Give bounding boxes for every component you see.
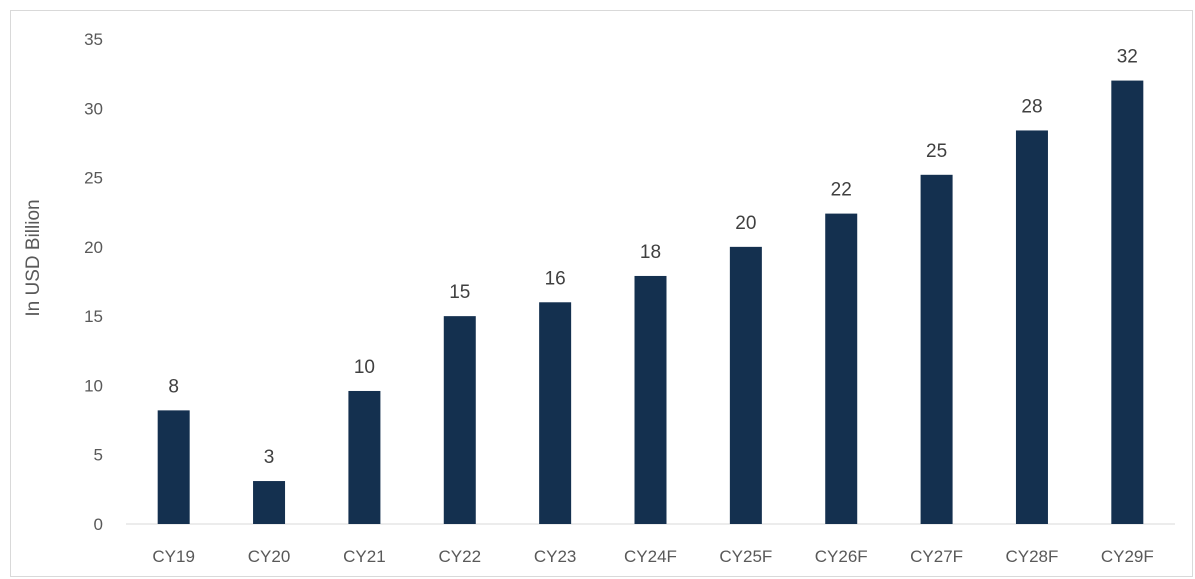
bar — [348, 390, 381, 524]
y-axis-ticks: 0 5 10 15 20 25 30 35 — [84, 30, 103, 534]
bar — [539, 302, 572, 524]
y-tick-label: 30 — [84, 99, 103, 118]
bar-data-label: 16 — [545, 268, 566, 289]
y-axis-title: In USD Billion — [23, 199, 44, 316]
bar — [157, 410, 190, 524]
y-tick-label: 35 — [84, 30, 103, 49]
x-tick-label: CY24F — [624, 547, 677, 566]
bar — [253, 481, 286, 524]
bar — [634, 275, 667, 524]
x-tick-label: CY19 — [152, 547, 195, 566]
x-tick-label: CY21 — [343, 547, 386, 566]
bar-data-label: 25 — [926, 141, 947, 162]
bar — [920, 174, 953, 525]
data-labels: 8 3 10 15 16 18 20 22 25 28 32 — [168, 47, 1137, 468]
x-tick-label: CY25F — [719, 547, 772, 566]
bar — [1111, 80, 1144, 525]
bar-data-label: 3 — [264, 447, 275, 468]
bar-data-label: 32 — [1117, 47, 1138, 68]
bar-data-label: 10 — [354, 357, 375, 378]
bar — [443, 316, 476, 524]
bar-data-label: 18 — [640, 242, 661, 263]
x-tick-label: CY22 — [439, 547, 482, 566]
bar-data-label: 15 — [449, 282, 470, 303]
x-tick-label: CY27F — [910, 547, 963, 566]
chart-frame — [10, 10, 1193, 577]
bar-data-label: 22 — [831, 180, 852, 201]
bar-data-label: 8 — [168, 376, 179, 397]
x-tick-label: CY29F — [1101, 547, 1154, 566]
x-tick-label: CY26F — [815, 547, 868, 566]
y-tick-label: 15 — [84, 307, 103, 326]
x-axis-ticks: CY19 CY20 CY21 CY22 CY23 CY24F CY25F CY26F CY27F… — [152, 547, 1153, 566]
x-tick-label: CY28F — [1005, 547, 1058, 566]
y-tick-label: 0 — [94, 515, 103, 534]
y-tick-label: 25 — [84, 169, 103, 188]
y-tick-label: 5 — [94, 446, 103, 465]
bar — [825, 213, 858, 524]
x-tick-label: CY20 — [248, 547, 291, 566]
bar — [729, 246, 762, 524]
bar-data-label: 20 — [735, 213, 756, 234]
bar — [1015, 130, 1048, 524]
y-tick-label: 10 — [84, 376, 103, 395]
bar-data-label: 28 — [1021, 96, 1042, 117]
y-tick-label: 20 — [84, 238, 103, 257]
bars — [157, 80, 1144, 525]
x-tick-label: CY23 — [534, 547, 577, 566]
